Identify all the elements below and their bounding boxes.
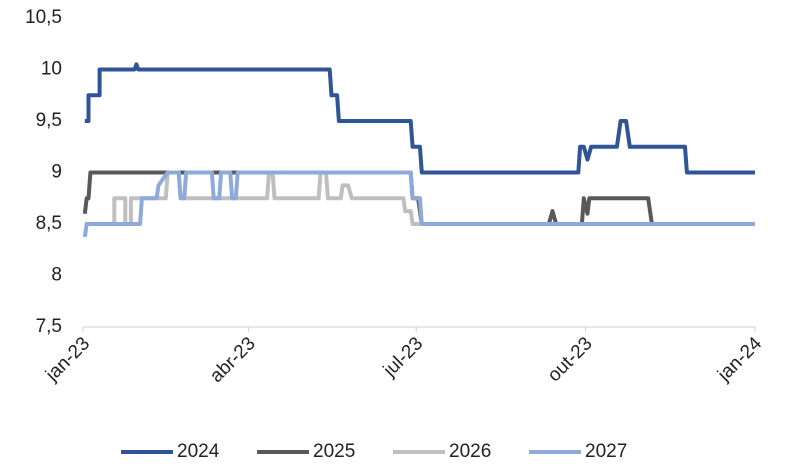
series-line bbox=[84, 62, 755, 175]
y-tick-label: 8 bbox=[51, 265, 62, 286]
y-tick-label: 9 bbox=[51, 162, 62, 183]
x-tick-label: jul-23 bbox=[379, 333, 427, 381]
y-tick-label: 10,5 bbox=[25, 7, 62, 28]
x-tick-label: abr-23 bbox=[206, 333, 260, 387]
y-tick-label: 8,5 bbox=[36, 213, 62, 234]
series-line bbox=[82, 170, 755, 226]
legend-label: 2025 bbox=[313, 441, 355, 462]
legend-label: 2024 bbox=[177, 441, 220, 462]
y-tick-label: 10 bbox=[41, 59, 62, 80]
series-line bbox=[82, 170, 755, 238]
x-tick-label: out-23 bbox=[544, 333, 597, 386]
y-tick-label: 7,5 bbox=[36, 316, 62, 337]
x-tick-label: jan-23 bbox=[41, 333, 94, 386]
legend-label: 2027 bbox=[585, 441, 627, 462]
y-tick-label: 9,5 bbox=[36, 110, 62, 131]
legend-label: 2026 bbox=[449, 441, 491, 462]
x-tick-label: jan-24 bbox=[713, 333, 766, 386]
